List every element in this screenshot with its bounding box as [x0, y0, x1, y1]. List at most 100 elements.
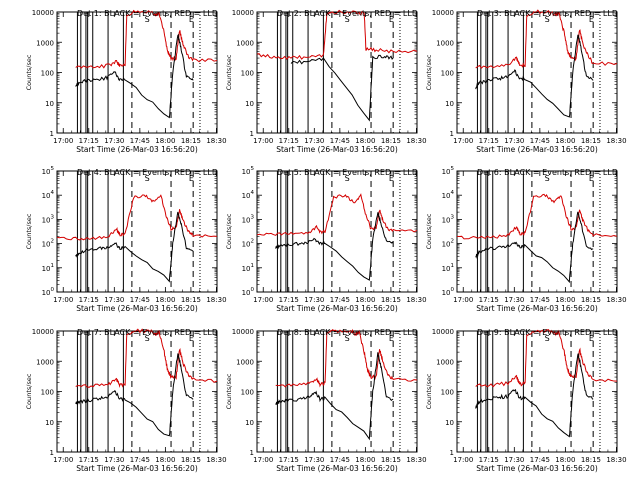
x-tick-label: 18:00: [355, 456, 375, 464]
x-tick-label: 17:45: [530, 137, 550, 145]
x-tick-label: 17:00: [453, 456, 473, 464]
marker-e: E: [189, 15, 194, 24]
y-tick-base: 10: [42, 241, 51, 249]
x-tick-label: 17:30: [504, 456, 524, 464]
y-tick-base: 10: [442, 192, 451, 200]
y-tick-base: 10: [442, 168, 451, 176]
series-line-red: [275, 328, 418, 388]
x-tick-label: 17:45: [330, 296, 350, 304]
y-axis-label: Counts/sec: [425, 373, 433, 409]
x-axis-label: Start Time (26-Mar-03 16:56:20): [276, 464, 398, 473]
y-tick-label: 10: [245, 419, 254, 427]
chart-title: Det 9: BLACK = Events, RED = LLD: [477, 328, 618, 337]
marker-e: E: [389, 334, 394, 343]
x-tick-label: 17:30: [104, 137, 124, 145]
x-tick-label: 17:15: [479, 296, 499, 304]
y-tick-label: 103: [442, 214, 455, 224]
y-tick-label: 10: [45, 419, 54, 427]
x-tick-label: 18:30: [206, 296, 226, 304]
y-tick-label: 1000: [236, 39, 254, 47]
series-line-black: [275, 352, 394, 441]
x-axis-label: Start Time (26-Mar-03 16:56:20): [476, 464, 598, 473]
x-tick-label: 18:30: [206, 456, 226, 464]
y-tick-exponent: 3: [51, 214, 55, 220]
x-tick-label: 18:30: [606, 137, 626, 145]
x-tick-label: 18:30: [606, 296, 626, 304]
y-tick-exponent: 2: [51, 239, 55, 245]
x-tick-label: 18:30: [206, 137, 226, 145]
y-tick-exponent: 1: [251, 263, 255, 269]
y-axis-label: Counts/sec: [225, 373, 233, 409]
x-tick-label: 17:45: [130, 456, 150, 464]
marker-s: S: [145, 334, 150, 343]
x-tick-label: 18:00: [555, 137, 575, 145]
y-tick-base: 10: [242, 192, 251, 200]
y-tick-label: 104: [442, 190, 455, 200]
y-tick-label: 10000: [32, 9, 54, 17]
x-tick-label: 17:15: [79, 296, 99, 304]
x-tick-label: 18:15: [581, 296, 601, 304]
x-tick-label: 18:15: [181, 456, 201, 464]
x-tick-label: 18:00: [155, 296, 175, 304]
series-line-red: [475, 9, 618, 69]
y-tick-base: 10: [442, 289, 451, 297]
y-tick-label: 10000: [432, 9, 454, 17]
marker-e: E: [589, 15, 594, 24]
y-tick-label: 102: [42, 239, 54, 249]
marker-e: E: [189, 174, 194, 183]
y-tick-base: 10: [242, 289, 251, 297]
marker-e: E: [389, 174, 394, 183]
marker-s: S: [545, 15, 550, 24]
marker-s: S: [345, 174, 350, 183]
x-tick-label: 17:00: [453, 137, 473, 145]
marker-s: S: [545, 334, 550, 343]
y-tick-label: 105: [42, 166, 55, 176]
series-line-black: [475, 34, 594, 118]
y-tick-base: 10: [42, 168, 51, 176]
series-line-black: [290, 54, 394, 122]
y-axis-label: Counts/sec: [225, 213, 233, 249]
marker-s: S: [345, 15, 350, 24]
y-tick-label: 1: [50, 130, 54, 138]
x-tick-label: 18:15: [381, 296, 401, 304]
y-tick-label: 101: [42, 263, 54, 273]
chart-panel-8: 1 10 100 1000 10000 17:00 17:15 17:30 17:45 18:00…: [225, 328, 427, 473]
x-tick-label: 17:45: [130, 137, 150, 145]
x-tick-label: 17:00: [253, 456, 273, 464]
y-tick-base: 10: [42, 289, 51, 297]
y-tick-exponent: 4: [51, 190, 55, 196]
x-tick-label: 17:00: [453, 296, 473, 304]
y-tick-label: 1000: [436, 358, 454, 366]
y-axis-label: Counts/sec: [225, 54, 233, 90]
chart-title: Det 7: BLACK = Events, RED = LLD: [77, 328, 218, 337]
x-axis-label: Start Time (26-Mar-03 16:56:20): [276, 145, 398, 154]
series-line-black: [75, 33, 194, 119]
marker-e: E: [189, 334, 194, 343]
series-line-red: [256, 9, 418, 60]
y-tick-exponent: 4: [251, 190, 255, 196]
y-tick-exponent: 5: [251, 166, 255, 172]
x-tick-label: 17:30: [504, 296, 524, 304]
x-tick-label: 18:30: [406, 296, 426, 304]
x-tick-label: 18:15: [181, 296, 201, 304]
y-tick-exponent: 3: [451, 214, 455, 220]
x-tick-label: 17:00: [53, 296, 73, 304]
y-tick-label: 10: [45, 100, 54, 108]
y-tick-base: 10: [442, 241, 451, 249]
y-tick-label: 104: [242, 190, 255, 200]
y-tick-label: 10: [245, 100, 254, 108]
chart-panel-3: 1 10 100 1000 10000 17:00 17:15 17:30 17:45 18:00…: [425, 9, 627, 154]
x-tick-label: 17:00: [253, 137, 273, 145]
x-tick-label: 17:15: [479, 137, 499, 145]
x-tick-label: 18:00: [355, 137, 375, 145]
x-tick-label: 18:30: [406, 137, 426, 145]
x-axis-label: Start Time (26-Mar-03 16:56:20): [476, 304, 598, 313]
y-tick-label: 1: [450, 449, 454, 457]
y-tick-base: 10: [442, 265, 451, 273]
chart-title: Det 6: BLACK = Events, RED = LLD: [477, 168, 618, 177]
marker-s: S: [545, 174, 550, 183]
chart-title: Det 8: BLACK = Events, RED = LLD: [277, 328, 418, 337]
y-tick-label: 10: [445, 100, 454, 108]
y-tick-label: 1: [250, 449, 254, 457]
chart-panel-9: 1 10 100 1000 10000 17:00 17:15 17:30 17:45 18:00…: [425, 328, 627, 473]
